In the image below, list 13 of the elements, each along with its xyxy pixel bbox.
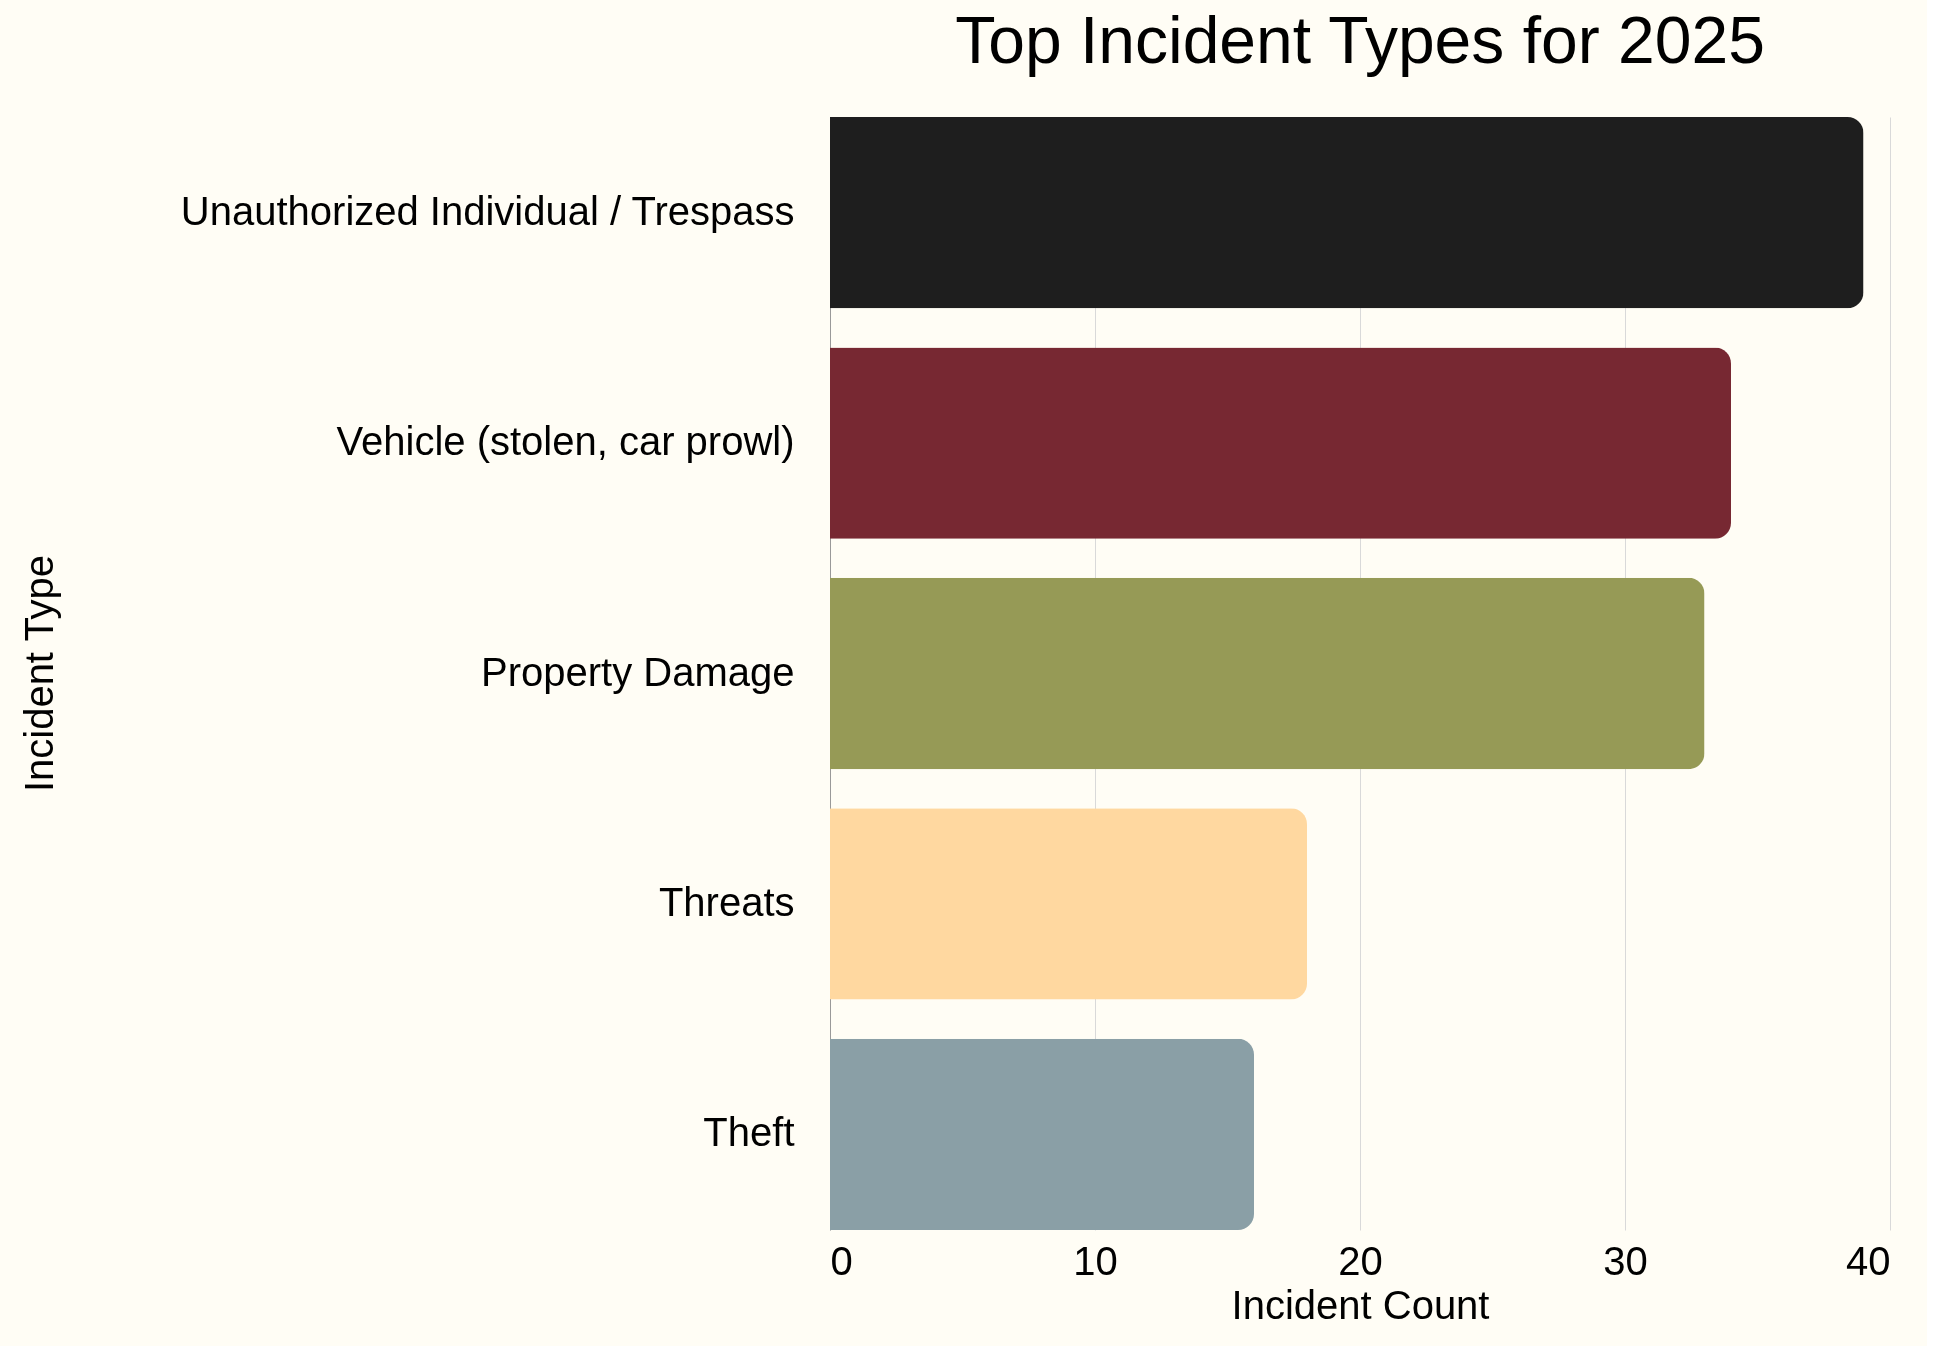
y-tick-label: Threats xyxy=(658,879,795,924)
x-tick-label: 10 xyxy=(1073,1238,1118,1283)
x-tick-label: 40 xyxy=(1846,1238,1891,1283)
y-axis-title: Incident Type xyxy=(16,554,61,793)
x-tick-label: 0 xyxy=(830,1238,853,1283)
y-tick-label: Theft xyxy=(703,1110,795,1155)
x-tick-label: 20 xyxy=(1338,1238,1383,1283)
chart-title: Top Incident Types for 2025 xyxy=(955,3,1765,77)
y-tick-label: Vehicle (stolen, car prowl) xyxy=(336,419,795,464)
y-tick-label: Unauthorized Individual / Trespass xyxy=(180,188,795,233)
y-tick-label: Property Damage xyxy=(481,649,795,694)
x-tick-label: 30 xyxy=(1603,1238,1648,1283)
x-axis-title: Incident Count xyxy=(1231,1282,1490,1327)
